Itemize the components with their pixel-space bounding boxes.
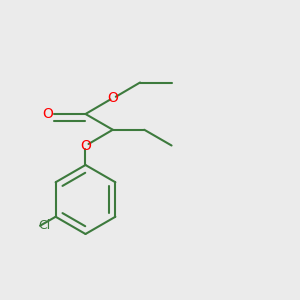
Text: O: O bbox=[42, 107, 53, 121]
Text: Cl: Cl bbox=[38, 219, 51, 232]
Text: O: O bbox=[107, 91, 118, 105]
Text: O: O bbox=[80, 139, 91, 152]
